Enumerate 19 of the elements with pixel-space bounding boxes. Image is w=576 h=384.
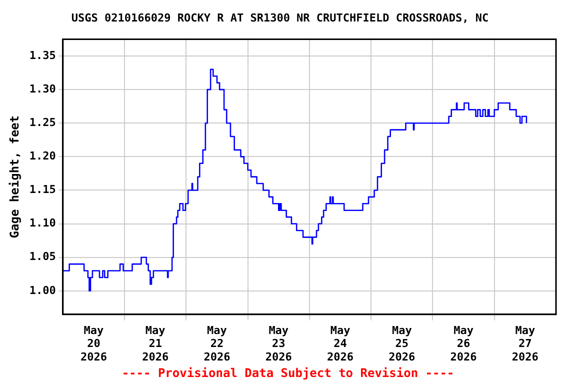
chart-title: USGS 0210166029 ROCKY R AT SR1300 NR CRUTCHFIELD CROSSROADS, NC (71, 11, 489, 24)
y-tick-label: 1.30 (29, 82, 56, 96)
y-tick-label: 1.10 (29, 216, 56, 230)
x-tick-label: May 20 2026 (80, 324, 108, 364)
y-tick-label: 1.20 (29, 150, 56, 163)
x-tick-label: May 21 2026 (142, 324, 169, 364)
y-tick-label: 1.15 (29, 183, 56, 196)
y-axis-title: Gage height, feet (7, 115, 22, 238)
x-tick-label: May 23 2026 (265, 324, 292, 364)
x-tick-label: May 25 2026 (388, 324, 416, 364)
y-tick-label: 1.25 (29, 116, 56, 129)
x-tick-label: May 22 2026 (204, 324, 231, 364)
y-tick-label: 1.05 (29, 250, 56, 264)
x-tick-label: May 26 2026 (450, 324, 478, 364)
text: ---- Provisional Data Subject to Revision ---- (120, 366, 456, 380)
y-tick-label: 1.00 (29, 284, 56, 297)
x-tick-label: May 24 2026 (327, 324, 354, 364)
y-tick-label: 1.35 (29, 48, 56, 62)
x-tick-label: May 27 2026 (512, 324, 539, 364)
